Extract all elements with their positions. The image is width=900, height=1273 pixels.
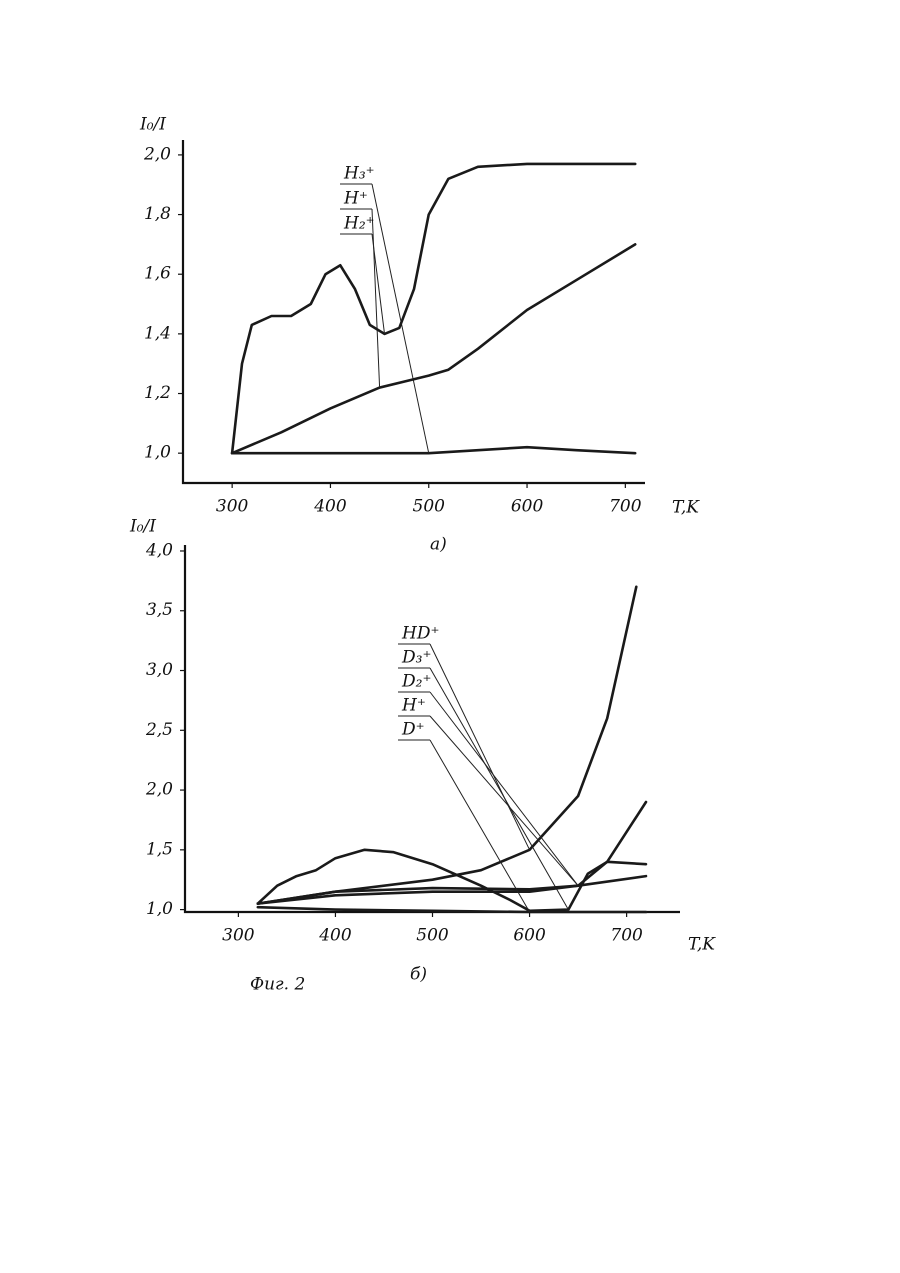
- y-tick-label: 1,5: [146, 839, 173, 859]
- axes: [183, 140, 645, 483]
- y-tick-label: 1,8: [144, 204, 171, 224]
- y-tick-label: 1,6: [144, 264, 171, 284]
- x-axis-label: T,K: [672, 498, 700, 518]
- legend-label: H⁺: [401, 696, 426, 716]
- y-tick-label: 4,0: [145, 540, 173, 560]
- y-tick-label: 2,5: [145, 720, 173, 740]
- x-tick-label: 400: [313, 497, 347, 517]
- series-line: [258, 587, 637, 904]
- series-line: [258, 850, 646, 911]
- chart-caption: б): [410, 965, 427, 985]
- legend-label: D₃⁺: [401, 648, 431, 668]
- series-line: [232, 244, 635, 453]
- x-axis-label: T,K: [688, 935, 716, 955]
- x-tick-label: 300: [216, 497, 249, 517]
- y-tick-label: 3,5: [146, 600, 173, 620]
- x-tick-label: 600: [511, 497, 544, 517]
- y-tick-label: 1,4: [144, 323, 171, 343]
- y-axis-label: I₀/I: [129, 517, 156, 537]
- series-line: [258, 876, 646, 904]
- y-tick-label: 3,0: [146, 660, 173, 680]
- x-tick-label: 600: [513, 926, 546, 946]
- leader-line: [430, 644, 530, 850]
- x-tick-label: 400: [318, 926, 352, 946]
- series-line: [258, 802, 646, 904]
- chart-caption: а): [430, 535, 447, 555]
- legend-label: H₂⁺: [343, 214, 375, 234]
- leader-line: [372, 184, 429, 453]
- y-tick-label: 2,0: [143, 144, 171, 164]
- legend-label: H₃⁺: [343, 164, 375, 184]
- legend-label: H⁺: [343, 189, 368, 209]
- x-tick-label: 500: [413, 497, 446, 517]
- leader-line: [372, 209, 380, 388]
- leader-line: [372, 234, 385, 334]
- x-tick-label: 500: [416, 926, 449, 946]
- y-axis-label: I₀/I: [139, 115, 166, 135]
- figure-caption: Фиг. 2: [250, 975, 305, 995]
- figure: Фиг. 2 1,0 1,2 1,4 1,6 1,8 2,0 300 400 500 600 700…: [0, 0, 900, 1273]
- y-tick-label: 1,0: [146, 899, 173, 919]
- y-tick-label: 1,0: [144, 443, 171, 463]
- legend-label: D⁺: [401, 720, 425, 740]
- legend-label: D₂⁺: [401, 672, 431, 692]
- x-tick-label: 300: [222, 926, 255, 946]
- axes: [185, 545, 680, 912]
- y-tick-label: 2,0: [145, 780, 173, 800]
- x-tick-label: 700: [609, 497, 642, 517]
- series-line: [232, 447, 635, 453]
- y-tick-label: 1,2: [144, 383, 171, 403]
- leader-line: [430, 692, 578, 886]
- series-line: [232, 164, 635, 453]
- legend-label: HD⁺: [401, 624, 439, 644]
- x-tick-label: 700: [610, 926, 643, 946]
